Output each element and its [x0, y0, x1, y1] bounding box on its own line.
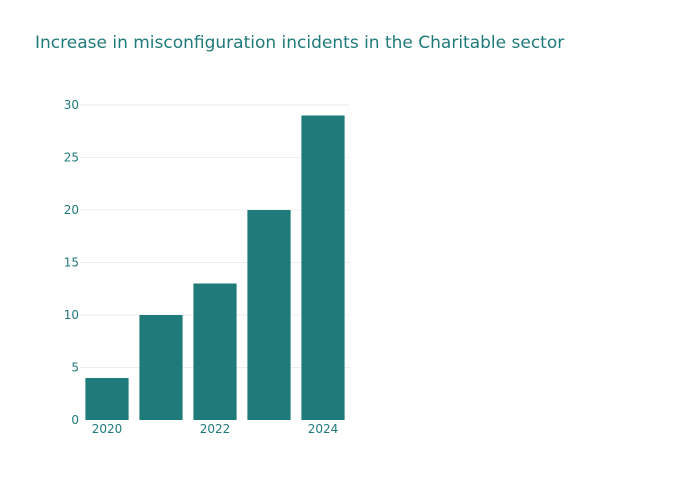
- chart-title: Increase in misconfiguration incidents i…: [35, 33, 565, 53]
- x-axis-ticks: 2020 2022 2024: [92, 422, 339, 436]
- y-tick-label: 15: [64, 256, 79, 270]
- y-tick-label: 25: [64, 151, 79, 165]
- y-axis-ticks: 0 5 10 15 20 25 30: [64, 98, 79, 427]
- y-tick-label: 5: [71, 361, 79, 375]
- x-tick-label: 2022: [200, 422, 231, 436]
- x-tick-label: 2024: [308, 422, 339, 436]
- y-tick-label: 20: [64, 203, 79, 217]
- bar-2020[interactable]: [85, 378, 129, 420]
- bar-2024[interactable]: [301, 115, 345, 421]
- x-tick-label: 2020: [92, 422, 123, 436]
- bar-2023[interactable]: [247, 210, 291, 420]
- y-tick-label: 10: [64, 308, 79, 322]
- bar-2021[interactable]: [139, 315, 183, 420]
- y-tick-label: 0: [71, 413, 79, 427]
- bar-2022[interactable]: [193, 283, 237, 421]
- bars-group: [85, 115, 345, 421]
- y-tick-label: 30: [64, 98, 79, 112]
